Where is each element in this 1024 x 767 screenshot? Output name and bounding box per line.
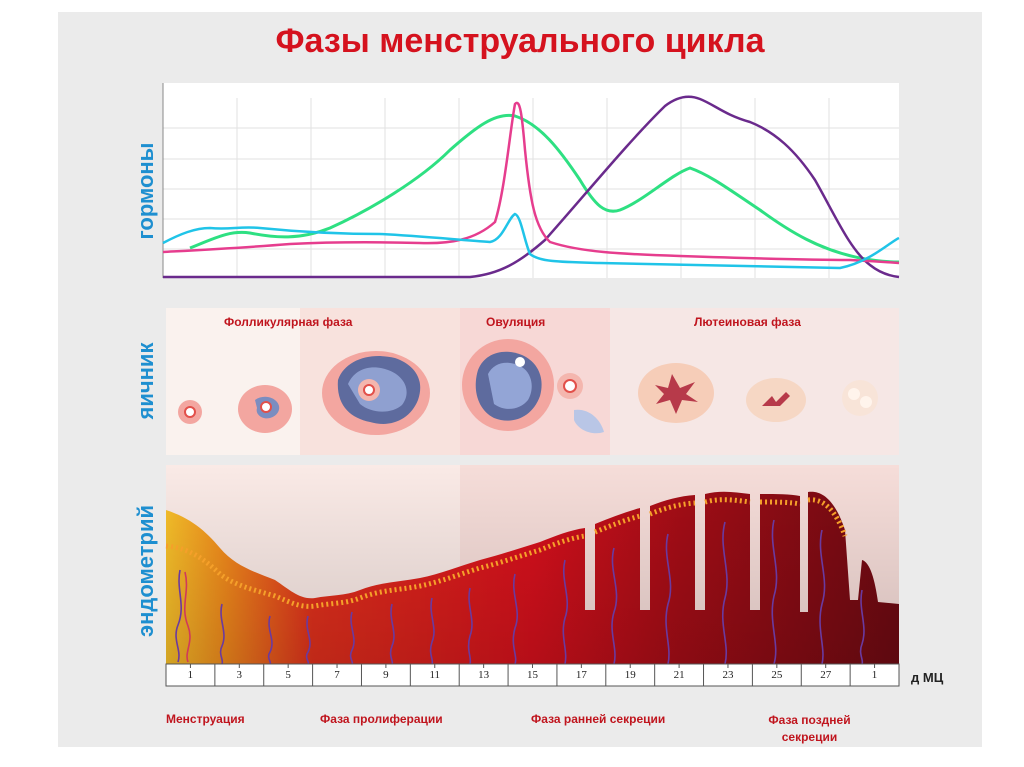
day-label: 3 [236,669,243,681]
day-label: 7 [334,669,340,681]
late-secretion-label: Фаза поздней секреции [768,713,851,744]
day-axis-ticks [189,664,876,686]
corpus-luteum-early [638,363,714,423]
page-title: Фазы менструального цикла [275,22,765,60]
hormones-panel [162,83,900,279]
day-label: 15 [526,669,538,681]
estrogen-curve [162,212,900,270]
day-axis [165,663,900,687]
hormones-label: гормоны [133,142,158,240]
spiral-arteries [175,519,865,665]
day-axis-label: д МЦ [911,670,944,685]
follicle-secondary [238,385,292,433]
luteal-phase-label: Лютеиновая фаза [694,315,801,329]
day-label: 27 [820,669,832,681]
day-label: 23 [722,669,734,681]
day-label: 11 [429,669,441,681]
day-label: 5 [285,669,291,681]
endometrium-label: эндометрий [133,504,158,638]
endometrium-shade [166,465,899,665]
corpus-albicans [842,380,878,416]
ovulation-follicle [462,339,604,434]
early-secretion-label: Фаза ранней секреции [531,712,666,726]
day-label: 9 [383,669,389,681]
day-label: 1 [187,669,194,681]
corpus-luteum-mid [746,378,806,422]
ovary-panel [166,308,899,455]
follicle-primary [178,400,202,424]
ovary-label: яичник [133,342,158,420]
day-label: 25 [771,669,783,681]
day-label: 21 [673,669,685,681]
day-label: 1 [871,669,878,681]
lh-curve [162,101,900,265]
endometrium-panel [165,465,899,665]
proliferation-label: Фаза пролиферации [320,712,443,726]
follicular-phase-label: Фолликулярная фаза [224,315,353,329]
day-label: 13 [478,669,490,681]
follicle-antral [322,351,430,435]
progesterone-curve [163,95,900,279]
day-label: 19 [624,669,636,681]
day-label: 17 [575,669,587,681]
fsh-curve [189,113,900,264]
menstruation-label: Менструация [166,712,245,726]
ovulation-label: Овуляция [486,315,546,329]
